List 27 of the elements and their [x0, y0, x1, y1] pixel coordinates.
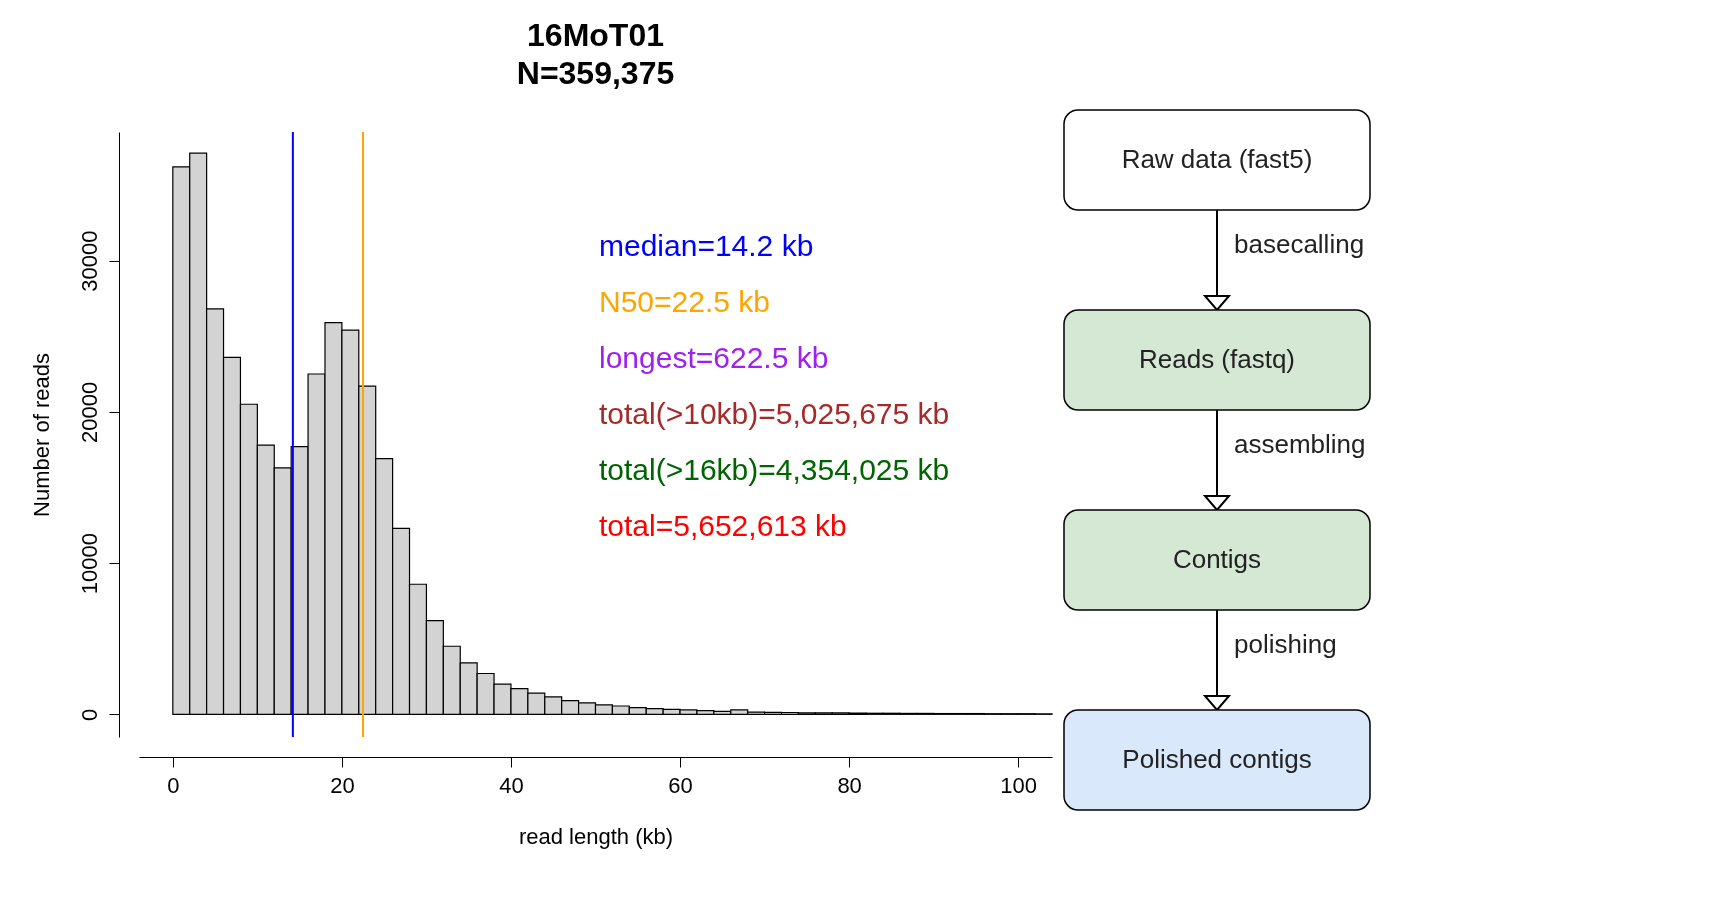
- x-axis-title: read length (kb): [518, 823, 674, 849]
- x-tick-label: 60: [668, 772, 693, 798]
- y-tick-label: 20000: [76, 381, 102, 443]
- y-axis-title: Number of reads: [28, 353, 54, 517]
- text: polishing: [1234, 629, 1337, 659]
- chart-title: 16MoT01: [527, 17, 664, 53]
- y-tick-label: 10000: [76, 532, 102, 595]
- x-tick-label: 100: [1000, 772, 1038, 798]
- x-tick-label: 0: [167, 772, 180, 798]
- ref-line-label: median=14.2 kb: [599, 229, 814, 262]
- x-tick-label: 20: [330, 772, 355, 798]
- annotation: total(>16kb)=4,354,025 kb: [599, 453, 950, 486]
- text: Reads (fastq): [1138, 344, 1296, 374]
- text: assembling: [1234, 429, 1366, 459]
- x-tick-label: 80: [837, 772, 862, 798]
- text: Raw data (fast5): [1121, 144, 1313, 174]
- ref-line-label: N50=22.5 kb: [599, 285, 770, 318]
- x-tick-label: 40: [499, 772, 524, 798]
- chart-subtitle: N=359,375: [516, 55, 675, 91]
- annotation: longest=622.5 kb: [599, 341, 829, 374]
- text: basecalling: [1234, 229, 1365, 259]
- y-tick-label: 30000: [76, 230, 102, 292]
- y-tick-label: 0: [76, 708, 102, 721]
- text: Polished contigs: [1122, 744, 1312, 774]
- text: Contigs: [1172, 544, 1262, 574]
- annotation: total=5,652,613 kb: [599, 509, 847, 542]
- annotation: total(>10kb)=5,025,675 kb: [599, 397, 950, 430]
